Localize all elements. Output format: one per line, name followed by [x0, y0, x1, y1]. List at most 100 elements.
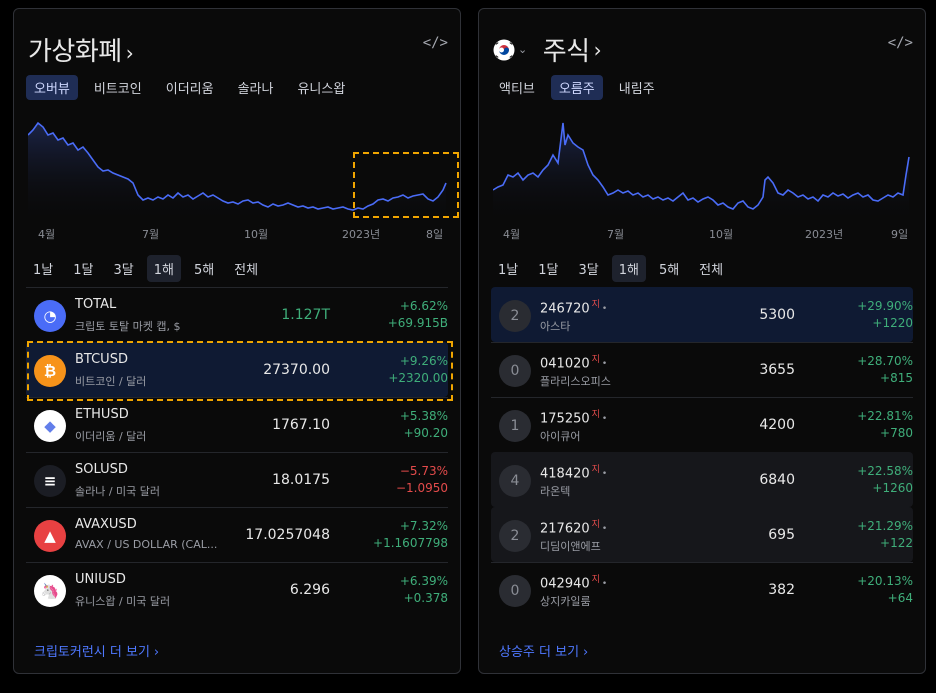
- symbol: SOLUSD: [75, 462, 128, 477]
- market-tag: 지: [591, 300, 600, 310]
- tab-1[interactable]: 비트코인: [93, 82, 142, 97]
- stock-row[interactable]: 4 418420 지 • 라온텍 6840 +22.58% +1260: [491, 452, 913, 507]
- embed-code-icon[interactable]: </>: [422, 35, 448, 51]
- range-1[interactable]: 1달: [538, 263, 559, 278]
- stock-more-text: 상승주 더 보기: [499, 645, 580, 660]
- range-3[interactable]: 1해: [146, 255, 181, 282]
- embed-code-icon[interactable]: </>: [887, 35, 913, 51]
- ticker-code: 041020: [540, 356, 590, 372]
- price: 18.0175: [272, 472, 330, 488]
- range-2[interactable]: 3달: [578, 263, 599, 278]
- ticker-code: 042940: [540, 576, 590, 592]
- tab-3[interactable]: 솔라나: [237, 82, 274, 97]
- change-absolute: +780: [880, 426, 913, 440]
- price: 5300: [759, 307, 795, 323]
- change-percent: +7.32%: [399, 519, 448, 533]
- change-percent: −5.73%: [399, 464, 448, 478]
- stock-row[interactable]: 0 041020 지 • 플라리스오피스 3655 +28.70% +815: [491, 342, 913, 397]
- chevron-down-icon[interactable]: ⌄: [518, 43, 527, 56]
- market-tag: 지: [591, 575, 600, 585]
- change-percent: +29.90%: [857, 299, 913, 313]
- tab-2[interactable]: 내림주: [618, 82, 655, 97]
- symbol: ETHUSD: [75, 407, 129, 422]
- crypto-row[interactable]: ≡ SOLUSD 솔라나 / 미국 달러 18.0175 −5.73% −1.0950: [26, 452, 448, 507]
- change-absolute: +2320.00: [388, 371, 448, 385]
- crypto-row[interactable]: ◆ ETHUSD 이더리움 / 달러 1767.10 +5.38% +90.20: [26, 397, 448, 452]
- market-tag: 지: [591, 355, 600, 365]
- korea-flag-icon[interactable]: [493, 39, 515, 61]
- description: AVAX / US DOLLAR (CAL...: [75, 538, 218, 551]
- range-0[interactable]: 1날: [33, 263, 54, 278]
- change: +21.29% +122: [857, 518, 913, 552]
- stock-row[interactable]: 1 175250 지 • 아이큐어 4200 +22.81% +780: [491, 397, 913, 452]
- stock-more-link[interactable]: 상승주 더 보기 ›: [499, 641, 588, 660]
- crypto-range-selector: 1날 1달 3달 1해 5해 전체: [26, 255, 265, 282]
- symbol: UNIUSD: [75, 572, 126, 587]
- stock-row[interactable]: 2 246720 지 • 아스타 5300 +29.90% +1220: [491, 287, 913, 342]
- crypto-row[interactable]: ₿ BTCUSD 비트코인 / 달러 27370.00 +9.26% +2320.00: [26, 342, 448, 397]
- ethereum-icon: ◆: [34, 410, 66, 442]
- tab-2[interactable]: 이더리움: [165, 82, 214, 97]
- range-3[interactable]: 1해: [611, 255, 646, 282]
- range-4[interactable]: 5해: [193, 263, 215, 278]
- ticker: 041020 지 •: [540, 352, 607, 371]
- change-absolute: +69.915B: [387, 316, 448, 330]
- change: +6.39% +0.378: [400, 573, 448, 607]
- chevron-right-icon: ›: [583, 645, 589, 660]
- range-5[interactable]: 전체: [699, 263, 724, 278]
- x-tick-label: 8일: [426, 228, 444, 241]
- range-4[interactable]: 5해: [658, 263, 680, 278]
- change: +22.81% +780: [857, 408, 913, 442]
- ticker: 042940 지 •: [540, 572, 607, 591]
- ticker-code: 217620: [540, 521, 590, 537]
- change: +28.70% +815: [857, 353, 913, 387]
- rank-badge: 2: [499, 520, 531, 552]
- crypto-more-link[interactable]: 크립토커런시 더 보기 ›: [34, 641, 159, 660]
- chevron-right-icon: ›: [125, 41, 134, 65]
- change-percent: +22.81%: [857, 409, 913, 423]
- tab-1[interactable]: 오름주: [550, 75, 603, 100]
- crypto-chart[interactable]: [28, 105, 448, 225]
- tab-0[interactable]: 오버뷰: [26, 75, 78, 100]
- change-percent: +28.70%: [857, 354, 913, 368]
- range-5[interactable]: 전체: [234, 263, 259, 278]
- ticker-code: 246720: [540, 301, 590, 317]
- crypto-row[interactable]: ▲ AVAXUSD AVAX / US DOLLAR (CAL... 17.02570…: [26, 507, 448, 562]
- symbol: AVAXUSD: [75, 517, 137, 532]
- market-tag: 지: [591, 520, 600, 530]
- stock-chart-area: [493, 123, 909, 225]
- crypto-chart-line: [28, 121, 447, 211]
- range-1[interactable]: 1달: [73, 263, 94, 278]
- crypto-row[interactable]: 🦄 UNIUSD 유니스왑 / 미국 달러 6.296 +6.39% +0.378: [26, 562, 448, 617]
- range-2[interactable]: 3달: [113, 263, 134, 278]
- description: 크립토 토탈 마켓 캡, $: [75, 320, 181, 333]
- x-tick-label: 9일: [891, 228, 909, 241]
- change: +22.58% +1260: [857, 463, 913, 497]
- total-market-cap-icon: ◔: [34, 300, 66, 332]
- price: 27370.00: [263, 362, 330, 378]
- company-name: 상지카일룸: [540, 595, 591, 608]
- change-absolute: +90.20: [403, 426, 448, 440]
- change-absolute: +1.1607798: [373, 536, 448, 550]
- x-tick-label: 7월: [142, 228, 160, 241]
- tab-0[interactable]: 액티브: [499, 82, 535, 97]
- change-percent: +5.38%: [399, 409, 448, 423]
- chevron-right-icon: ›: [593, 37, 602, 62]
- change: +29.90% +1220: [857, 298, 913, 332]
- range-0[interactable]: 1날: [498, 263, 519, 278]
- change-percent: +22.58%: [857, 464, 913, 478]
- change: −5.73% −1.0950: [396, 463, 448, 497]
- rank-badge: 4: [499, 465, 531, 497]
- crypto-title[interactable]: 가상화폐 ›: [28, 31, 134, 68]
- stock-row[interactable]: 0 042940 지 • 상지카일룸 382 +20.13% +64: [491, 562, 913, 617]
- stock-title[interactable]: ⌄ 주식 ›: [493, 31, 602, 68]
- change-percent: +9.26%: [399, 354, 448, 368]
- stock-row[interactable]: 2 217620 지 • 디딤이앤에프 695 +21.29% +122: [491, 507, 913, 562]
- status-dot-icon: •: [601, 413, 608, 424]
- change-absolute: +64: [887, 591, 913, 605]
- change-percent: +21.29%: [857, 519, 913, 533]
- stock-chart[interactable]: [493, 105, 913, 225]
- description: 유니스왑 / 미국 달러: [75, 595, 171, 608]
- crypto-row[interactable]: ◔ TOTAL 크립토 토탈 마켓 캡, $ 1.127T +6.62% +69.915B: [26, 287, 448, 342]
- tab-4[interactable]: 유니스왑: [297, 82, 346, 97]
